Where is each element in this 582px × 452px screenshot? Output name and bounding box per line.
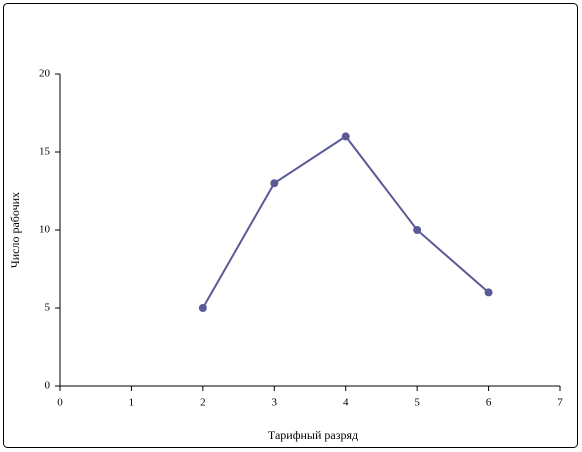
x-tick-label: 6 [486, 397, 492, 409]
data-point [484, 288, 493, 297]
data-point [198, 304, 207, 312]
data-point [270, 179, 279, 188]
data-point [413, 226, 422, 234]
x-tick-label: 3 [272, 397, 278, 409]
y-tick-label: 0 [45, 380, 51, 392]
y-axis-title: Число рабочих [8, 192, 22, 268]
y-tick-label: 10 [39, 224, 51, 236]
x-tick-label: 4 [343, 397, 349, 409]
x-axis-title: Тарифный разряд [268, 428, 358, 442]
x-tick-label: 7 [557, 397, 563, 409]
x-tick-label: 1 [129, 397, 135, 409]
y-tick-label: 15 [39, 146, 51, 158]
data-point [341, 132, 350, 141]
y-tick-label: 5 [45, 302, 51, 314]
x-tick-label: 5 [414, 397, 420, 409]
x-tick-label: 2 [200, 397, 206, 409]
chart-border [3, 3, 578, 448]
x-tick-label: 0 [57, 397, 63, 409]
y-tick-label: 20 [39, 68, 51, 80]
